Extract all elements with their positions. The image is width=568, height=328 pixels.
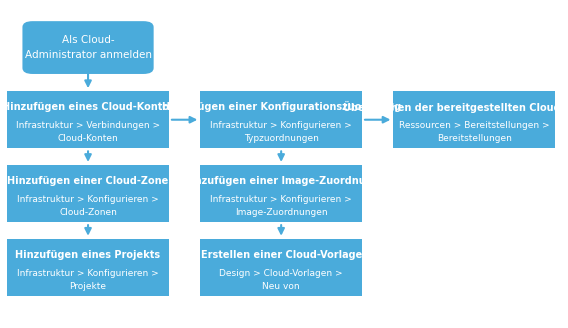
FancyBboxPatch shape	[7, 239, 169, 296]
FancyBboxPatch shape	[201, 165, 362, 222]
FancyBboxPatch shape	[393, 91, 556, 148]
Text: Hinzufügen eines Projekts: Hinzufügen eines Projekts	[15, 250, 161, 260]
Text: Typzuordnungen: Typzuordnungen	[244, 134, 319, 143]
Text: Erstellen einer Cloud-Vorlage: Erstellen einer Cloud-Vorlage	[201, 250, 362, 260]
Text: Als Cloud-: Als Cloud-	[62, 35, 114, 45]
Text: Ressourcen > Bereitstellungen >: Ressourcen > Bereitstellungen >	[399, 121, 550, 130]
Text: Hinzufügen eines Cloud-Kontos: Hinzufügen eines Cloud-Kontos	[2, 102, 174, 112]
Text: Hinzufügen einer Cloud-Zone: Hinzufügen einer Cloud-Zone	[7, 176, 169, 186]
Text: Infrastruktur > Konfigurieren >: Infrastruktur > Konfigurieren >	[17, 269, 159, 278]
FancyBboxPatch shape	[201, 239, 362, 296]
FancyBboxPatch shape	[201, 91, 362, 148]
Text: Administrator anmelden: Administrator anmelden	[24, 50, 152, 60]
FancyBboxPatch shape	[22, 21, 153, 74]
FancyBboxPatch shape	[7, 165, 169, 222]
FancyBboxPatch shape	[7, 91, 169, 148]
Text: Infrastruktur > Konfigurieren >: Infrastruktur > Konfigurieren >	[17, 195, 159, 204]
Text: Neu von: Neu von	[262, 282, 300, 291]
Text: Design > Cloud-Vorlagen >: Design > Cloud-Vorlagen >	[219, 269, 343, 278]
Text: Cloud-Zonen: Cloud-Zonen	[59, 208, 117, 217]
Text: Infrastruktur > Konfigurieren >: Infrastruktur > Konfigurieren >	[210, 195, 352, 204]
Text: Projekte: Projekte	[69, 282, 107, 291]
Text: Cloud-Konten: Cloud-Konten	[58, 134, 118, 143]
Text: Hinzufügen einer Konfigurationszuordnung: Hinzufügen einer Konfigurationszuordnung	[161, 102, 401, 112]
Text: Bereitstellungen: Bereitstellungen	[437, 134, 512, 143]
Text: Hinzufügen einer Image-Zuordnung: Hinzufügen einer Image-Zuordnung	[183, 176, 379, 186]
Text: Infrastruktur > Konfigurieren >: Infrastruktur > Konfigurieren >	[210, 121, 352, 130]
Text: Image-Zuordnungen: Image-Zuordnungen	[235, 208, 328, 217]
Text: Infrastruktur > Verbindungen >: Infrastruktur > Verbindungen >	[16, 121, 160, 130]
Text: Überwachen der bereitgestellten Cloud-Vorlage: Überwachen der bereitgestellten Cloud-Vo…	[343, 101, 568, 113]
